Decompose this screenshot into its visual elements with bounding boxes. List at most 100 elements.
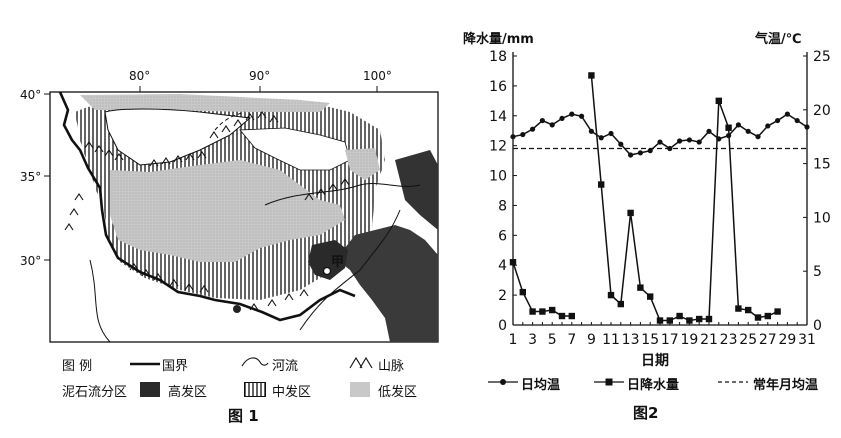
legend-title: 图 例 <box>62 359 93 374</box>
x-tick-label: 3 <box>528 332 537 348</box>
temp-point <box>784 111 790 117</box>
temp-point <box>608 130 614 137</box>
temp-point <box>559 115 565 122</box>
high-zone-east <box>340 225 438 342</box>
avg-legend-icon <box>718 381 748 383</box>
temp-point <box>530 126 536 132</box>
x-tick-label: 11 <box>602 332 620 348</box>
temp-point <box>647 148 653 154</box>
precip-point <box>598 181 605 188</box>
precip-legend-icon <box>594 378 624 386</box>
temp-point <box>696 139 702 145</box>
x-tick-label: 15 <box>641 332 659 348</box>
x-tick-label: 29 <box>778 332 796 348</box>
temp-point <box>549 122 555 128</box>
precip-point <box>725 124 732 131</box>
temp-point <box>745 128 751 134</box>
precip-point <box>715 97 722 105</box>
figure2: 降水量/mm 气温/℃ 0 2 4 6 8 10 12 14 16 18 0 5 10 15 20 25 1 3 5… <box>455 0 841 438</box>
temp-point <box>618 141 624 147</box>
precip-point <box>617 300 624 308</box>
temp-point <box>520 131 526 138</box>
precip-point <box>558 312 566 320</box>
temp-point <box>539 117 545 124</box>
low-zone-north <box>80 94 330 112</box>
precip-point <box>549 306 556 314</box>
x-tick-label: 21 <box>700 332 718 348</box>
y-left-tick-label: 14 <box>489 109 507 125</box>
legend-avg: 常年月均温 <box>753 378 819 393</box>
x-tick-label: 1 <box>509 332 518 348</box>
high-zone-jia <box>308 240 348 280</box>
precip-point <box>754 314 762 321</box>
y-left-tick-label: 10 <box>489 169 507 185</box>
legend-temp: 日均温 <box>521 378 561 393</box>
lon-ticks <box>139 86 378 92</box>
temp-point <box>765 123 771 129</box>
x-tick-label: 27 <box>759 332 777 348</box>
river-2 <box>299 209 401 331</box>
precip-point <box>656 317 664 324</box>
y-right-tick-label: 10 <box>813 210 831 226</box>
basin-east <box>239 127 351 171</box>
y-right-tick-label: 25 <box>813 49 831 65</box>
precip-point <box>696 315 703 323</box>
temp-point <box>755 134 761 140</box>
high-zone-north <box>395 150 438 230</box>
temp-point <box>637 150 643 156</box>
temp-point <box>735 122 741 128</box>
lon-tick-90: 90° <box>249 69 270 83</box>
y-right-tick-label: 0 <box>813 318 822 334</box>
x-tick-label: 13 <box>622 332 640 348</box>
temp-point <box>569 111 575 117</box>
precip-point <box>705 315 713 323</box>
y-right-tick-label: 15 <box>813 157 831 173</box>
x-tick-label: 17 <box>661 332 679 348</box>
x-tick-label: 9 <box>587 332 596 348</box>
y-right-tick-label: 5 <box>813 264 822 280</box>
river-legend-icon <box>241 357 269 367</box>
mountain-legend-icon <box>349 356 373 369</box>
river-4 <box>214 111 246 131</box>
map: 甲 80° 90° 100° 40° 35° 30° <box>20 69 439 343</box>
place-marker <box>322 266 332 276</box>
temp-point <box>588 128 594 134</box>
precip-point <box>519 288 526 296</box>
precip-point <box>686 317 693 324</box>
y-left-tick-label: 0 <box>498 318 507 334</box>
legend-river: 河流 <box>272 359 299 374</box>
temp-point <box>677 138 683 144</box>
high-zone-dot <box>233 305 241 313</box>
low-zone <box>110 160 345 262</box>
mountains <box>64 111 350 311</box>
lat-tick-35: 35° <box>20 170 41 184</box>
temp-point <box>628 152 634 158</box>
temp-point <box>657 139 663 145</box>
y-right-label: 气温/℃ <box>755 32 802 47</box>
x-tick-label: 19 <box>680 332 698 348</box>
x-tick-label: 5 <box>548 332 557 348</box>
lat-tick-40: 40° <box>20 88 41 102</box>
temp-point <box>804 124 810 130</box>
river-1 <box>89 259 111 343</box>
temp-point <box>775 117 781 124</box>
basin <box>104 108 252 166</box>
y-left-tick-label: 4 <box>498 258 507 274</box>
legend-mountain: 山脉 <box>378 359 405 374</box>
precip-point <box>735 305 742 312</box>
x-tick-label: 31 <box>798 332 816 348</box>
place-label: 甲 <box>331 255 344 270</box>
y-left-tick-label: 18 <box>489 49 507 65</box>
figure2-caption: 图2 <box>633 404 659 422</box>
x-tick-label: 25 <box>739 332 757 348</box>
precip-point <box>666 317 673 324</box>
precip-point <box>764 312 771 320</box>
low-legend-swatch <box>350 382 370 397</box>
precip-point <box>509 259 517 266</box>
x-tick-label: 7 <box>567 332 576 348</box>
x-tick-label: 23 <box>720 332 738 348</box>
precip-point <box>745 306 752 314</box>
legend-medium: 中发区 <box>272 385 312 400</box>
legend-low: 低发区 <box>378 385 418 400</box>
river-3 <box>264 183 421 206</box>
